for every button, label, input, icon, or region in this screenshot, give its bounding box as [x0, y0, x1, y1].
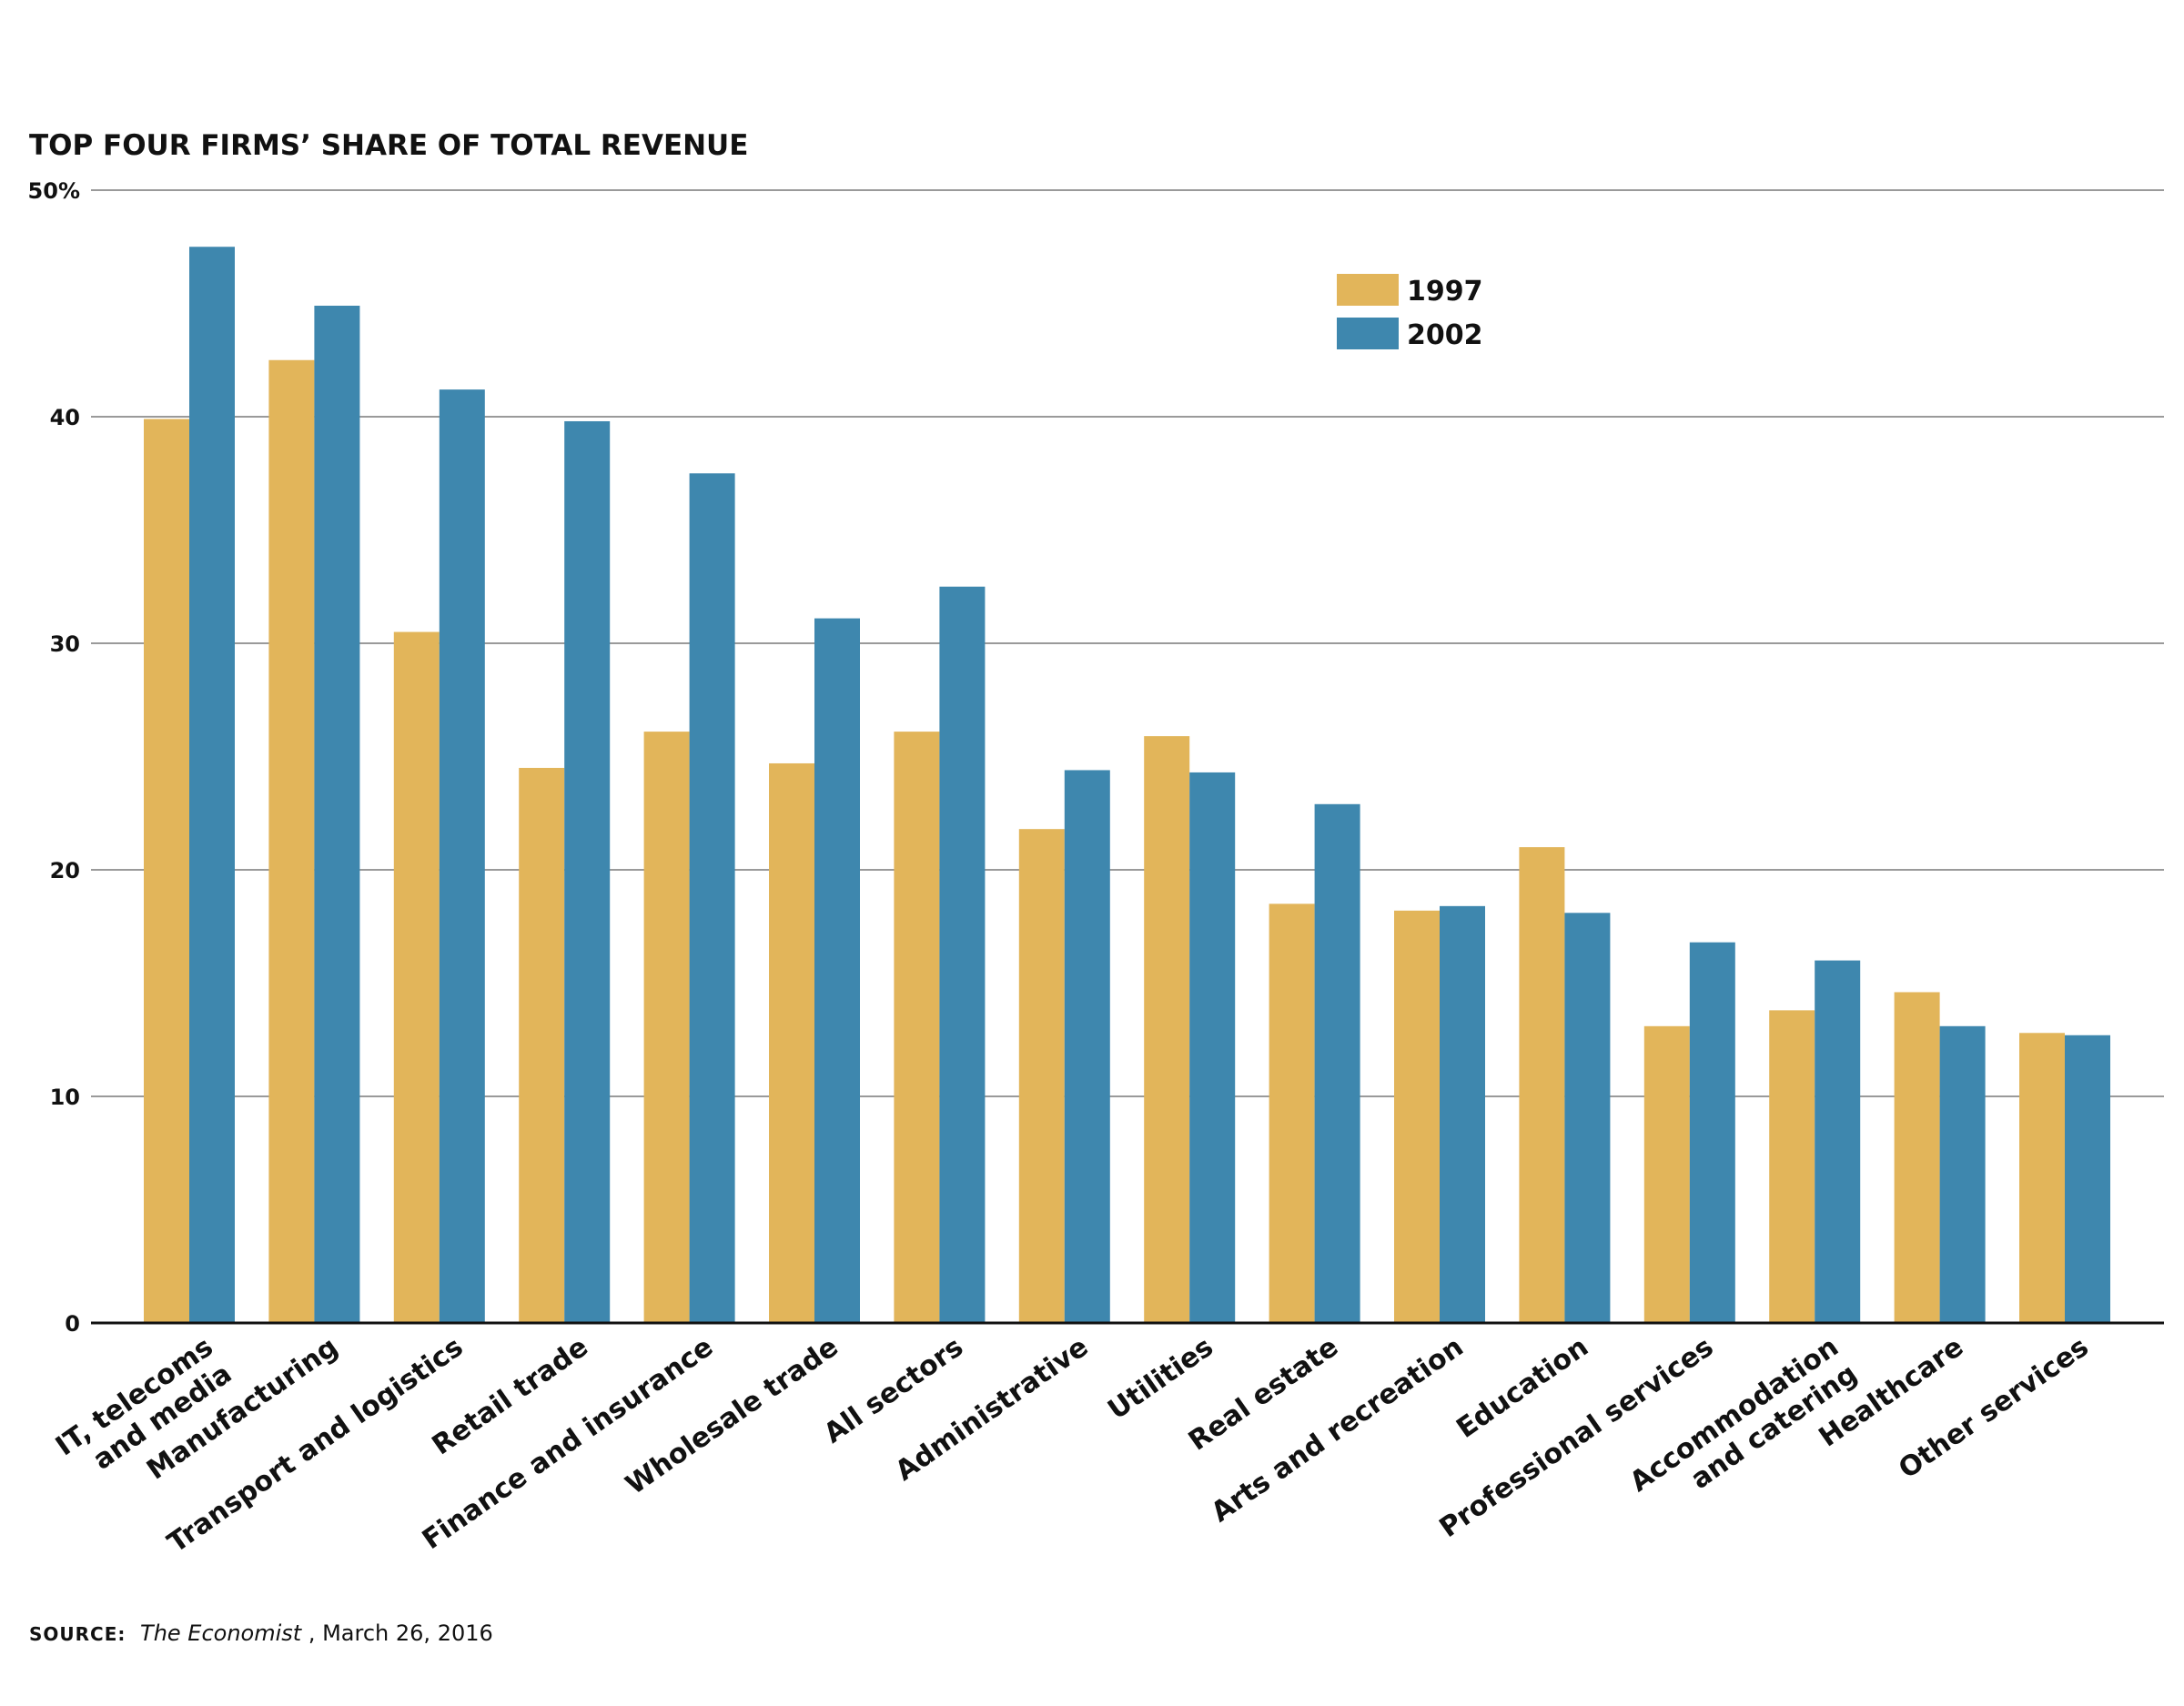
bar-1997 — [519, 767, 565, 1323]
source-label: SOURCE: — [29, 1623, 126, 1645]
legend-label-1997: 1997 — [1407, 276, 1483, 308]
bar-1997 — [1269, 903, 1315, 1323]
bar-2002 — [189, 247, 235, 1323]
bar-2002 — [814, 618, 860, 1323]
bar-2002 — [1939, 1025, 1986, 1323]
y-tick-label: 20 — [50, 858, 80, 883]
legend-label-2002: 2002 — [1407, 319, 1483, 351]
x-tick-label: Wholesale trade — [620, 1331, 844, 1501]
y-tick-label: 0 — [65, 1311, 80, 1337]
y-tick-label: 30 — [50, 631, 80, 657]
bar-2002 — [1564, 913, 1611, 1323]
bar-2002 — [1189, 772, 1236, 1323]
y-tick-label: 50% — [28, 178, 80, 204]
bar-1997 — [393, 631, 440, 1323]
bar-1997 — [1519, 847, 1565, 1323]
bar-2002 — [439, 389, 485, 1323]
x-axis-ticks: IT, telecomsand mediaManufacturingTransp… — [50, 1331, 2095, 1560]
source-publication: The Economist — [140, 1620, 303, 1646]
y-axis-ticks: 0 10 20 30 40 50% — [28, 178, 80, 1337]
bar-1997 — [894, 732, 940, 1323]
y-tick-label: 10 — [50, 1085, 80, 1110]
bar-1997 — [1394, 910, 1440, 1323]
bar-1997 — [643, 732, 690, 1323]
bar-1997 — [1018, 829, 1065, 1323]
bar-1997 — [144, 419, 189, 1323]
bar-2002 — [1815, 960, 1861, 1323]
y-tick-label: 40 — [50, 405, 80, 430]
bar-2002 — [939, 586, 986, 1323]
x-tick-label: IT, telecomsand media — [50, 1331, 238, 1489]
legend: 1997 2002 — [1337, 274, 1483, 351]
bar-2002 — [1314, 803, 1360, 1323]
x-tick-label: Utilities — [1102, 1331, 1219, 1427]
bar-1997 — [1643, 1025, 1690, 1323]
legend-swatch-2002 — [1337, 318, 1399, 349]
bar-2002 — [689, 473, 735, 1323]
bar-1997 — [2019, 1033, 2065, 1323]
bar-2002 — [314, 305, 360, 1323]
bar-2002 — [1689, 942, 1735, 1323]
bar-2002 — [564, 420, 611, 1324]
bar-1997 — [1144, 736, 1190, 1323]
bars — [144, 247, 2110, 1324]
bar-2002 — [1064, 770, 1110, 1323]
bar-1997 — [1894, 992, 1940, 1323]
bar-2002 — [2065, 1035, 2110, 1323]
source-date: , March 26, 2016 — [308, 1620, 493, 1646]
legend-swatch-1997 — [1337, 274, 1399, 306]
bar-2002 — [1440, 905, 1485, 1323]
chart-title: TOP FOUR FIRMS’ SHARE OF TOTAL REVENUE — [29, 129, 748, 162]
bar-1997 — [1769, 1010, 1815, 1323]
source-note: SOURCE: The Economist , March 26, 2016 — [29, 1620, 493, 1646]
bar-1997 — [769, 762, 814, 1323]
bar-1997 — [268, 359, 315, 1323]
